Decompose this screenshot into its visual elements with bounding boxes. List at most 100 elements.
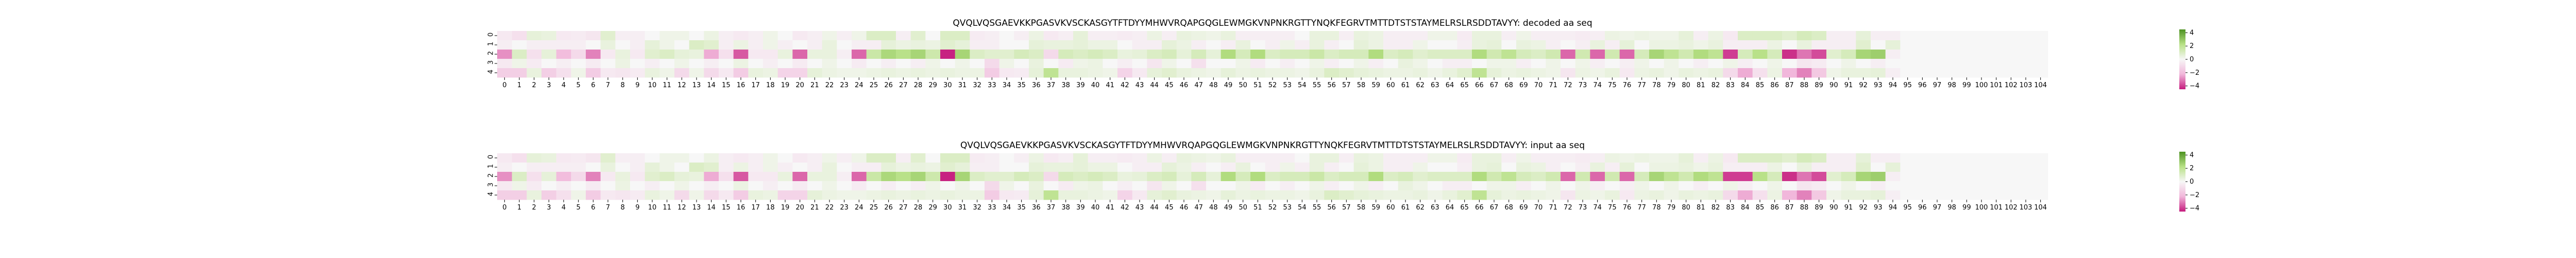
heatmap-cell: [2018, 31, 2033, 41]
heatmap-cell: [807, 153, 823, 163]
heatmap-cell: [1561, 31, 1576, 41]
heatmap-cell: [1280, 40, 1295, 50]
heatmap-cell: [630, 40, 646, 50]
heatmap-cell: [1309, 40, 1325, 50]
x-tick-label: 36: [1032, 82, 1041, 89]
heatmap-cell: [1265, 172, 1280, 182]
heatmap-cell: [1767, 153, 1783, 163]
heatmap-cell: [985, 153, 1000, 163]
heatmap-cell: [1841, 181, 1856, 191]
heatmap-cell: [748, 50, 764, 59]
heatmap-cell: [1752, 31, 1768, 41]
heatmap-cell: [1206, 40, 1222, 50]
heatmap-cell: [659, 50, 675, 59]
heatmap-cell: [1309, 181, 1325, 191]
x-tick-label: 4: [562, 82, 566, 89]
x-tick-label: 38: [1061, 204, 1070, 212]
heatmap-cell: [910, 190, 926, 200]
heatmap-cell: [1162, 190, 1177, 200]
heatmap-cell: [1531, 40, 1546, 50]
heatmap-cell: [1176, 190, 1192, 200]
heatmap-cell: [1575, 190, 1590, 200]
x-tick-label: 4: [562, 204, 566, 212]
heatmap-cell: [733, 50, 749, 59]
heatmap-cell: [1428, 59, 1443, 69]
heatmap-cell: [600, 59, 616, 69]
heatmap-cell: [866, 172, 882, 182]
heatmap-cell: [1442, 172, 1458, 182]
heatmap-cell: [1280, 153, 1295, 163]
x-tick-label: 17: [751, 204, 760, 212]
x-tick-label: 18: [766, 82, 775, 89]
heatmap-cell: [527, 50, 542, 59]
heatmap-cell: [1235, 68, 1251, 78]
heatmap-cell: [1191, 31, 1207, 41]
heatmap-cell: [2018, 50, 2033, 59]
y-tick-label: 3: [487, 60, 495, 64]
x-tick-label: 61: [1401, 82, 1410, 89]
heatmap-cell: [1235, 190, 1251, 200]
heatmap-cell: [1309, 190, 1325, 200]
heatmap-cell: [512, 181, 527, 191]
heatmap-cell: [1959, 181, 1975, 191]
heatmap-cell: [1413, 31, 1428, 41]
heatmap-cell: [497, 31, 513, 41]
heatmap-cell: [1664, 172, 1679, 182]
heatmap-cell: [1575, 181, 1590, 191]
heatmap-cell: [1147, 190, 1162, 200]
heatmap-cell: [1797, 31, 1812, 41]
heatmap-cell: [896, 31, 911, 41]
heatmap-cell: [1679, 153, 1694, 163]
x-tick-label: 67: [1490, 82, 1499, 89]
heatmap-cell: [1989, 50, 2004, 59]
heatmap-cell: [1929, 50, 1945, 59]
heatmap-cell: [1649, 153, 1665, 163]
heatmap-cell: [1634, 153, 1650, 163]
x-tick-label: 95: [1903, 82, 1912, 89]
heatmap-cell: [792, 172, 808, 182]
x-tick-label: 52: [1268, 204, 1277, 212]
heatmap-cell: [1915, 50, 1930, 59]
heatmap-cell: [1339, 190, 1354, 200]
heatmap-cell: [586, 181, 601, 191]
heatmap-cell: [1752, 40, 1768, 50]
heatmap-cell: [837, 181, 852, 191]
heatmap-cell: [1634, 59, 1650, 69]
heatmap-cell: [1368, 181, 1384, 191]
heatmap-cell: [1826, 190, 1842, 200]
heatmap-cell: [1649, 181, 1665, 191]
heatmap-cell: [1575, 40, 1590, 50]
heatmap-cell: [1841, 190, 1856, 200]
heatmap-cell: [615, 50, 631, 59]
x-tick-label: 37: [1047, 82, 1056, 89]
heatmap-cell: [1250, 153, 1266, 163]
x-tick-label: 1: [517, 82, 521, 89]
heatmap-cell: [630, 50, 646, 59]
heatmap-cell: [1516, 31, 1532, 41]
heatmap-cell: [1871, 50, 1886, 59]
heatmap-cell: [1679, 190, 1694, 200]
heatmap-cell: [1413, 68, 1428, 78]
heatmap-cell: [586, 31, 601, 41]
heatmap-cell: [1265, 59, 1280, 69]
heatmap-cell: [1664, 153, 1679, 163]
colorbar-tick-label: −2: [2190, 69, 2199, 77]
heatmap-cell: [1117, 40, 1133, 50]
heatmap-cell: [822, 181, 837, 191]
heatmap-cell: [1428, 181, 1443, 191]
heatmap-cell: [719, 59, 734, 69]
heatmap-cell: [556, 172, 571, 182]
heatmap-cell: [881, 172, 896, 182]
heatmap-cell: [1398, 153, 1413, 163]
heatmap-cell: [955, 190, 970, 200]
heatmap-cell: [1679, 40, 1694, 50]
heatmap-cell: [1442, 68, 1458, 78]
colorbar: [2179, 29, 2185, 89]
heatmap-cell: [1147, 50, 1162, 59]
heatmap-cell: [1265, 50, 1280, 59]
y-tick-label: 1: [487, 164, 495, 168]
x-tick-label: 17: [751, 82, 760, 89]
heatmap-cell: [600, 31, 616, 41]
heatmap-cell: [689, 59, 704, 69]
